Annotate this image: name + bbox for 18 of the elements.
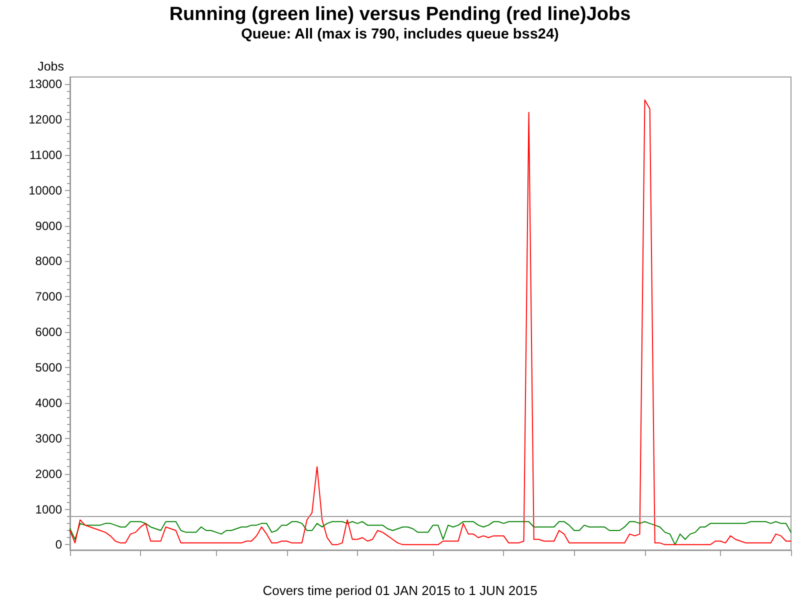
text: Covers time period 01 JAN 2015 to 1 JUN 2015 [262,583,538,598]
y-tick-label: 10000 [28,183,62,198]
y-axis-title: Jobs [38,60,64,74]
y-tick-label: 5000 [35,360,62,375]
y-tick-label: 12000 [28,112,62,127]
y-tick-label: 13000 [28,77,62,92]
y-tick-label: 7000 [35,290,62,304]
y-tick-label: 0 [55,538,62,552]
chart-subtitle: Queue: All (max is 790, includes queue bss24) [241,26,560,42]
y-tick-label: 6000 [35,325,62,340]
y-tick-label: 4000 [35,396,62,410]
y-tick-label: 9000 [35,218,62,233]
chart-title: Running (green line) versus Pending (red line)Jobs [169,4,631,25]
y-tick-label: 2000 [35,466,62,481]
y-tick-label: 1000 [35,502,62,516]
y-tick-label: 11000 [30,148,62,162]
y-tick-label: 3000 [35,431,62,446]
y-tick-label: 8000 [35,254,62,268]
